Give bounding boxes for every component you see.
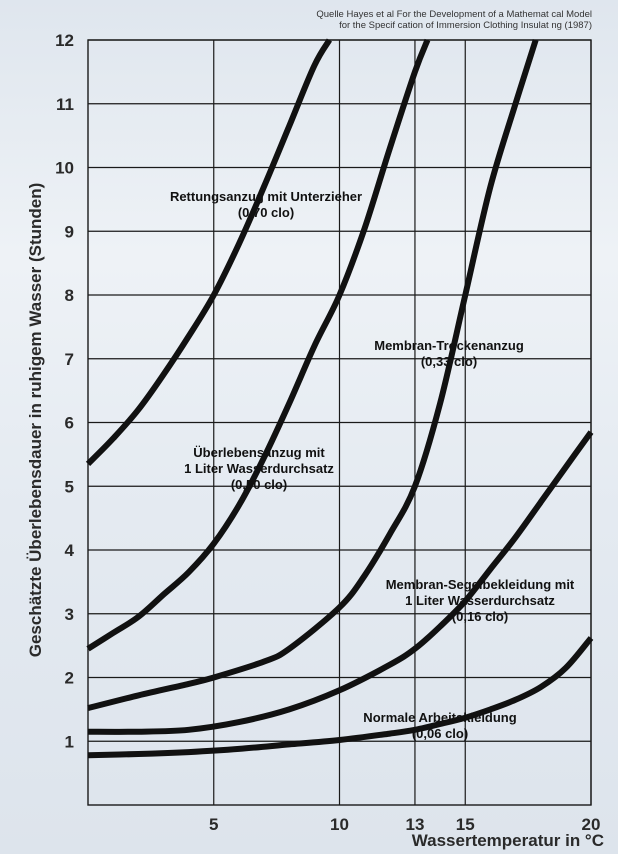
x-tick-label: 13 [405, 815, 424, 834]
source-note-line-1: Quelle Hayes et al For the Development o… [316, 9, 592, 20]
series-annotation-5: Normale Arbeitskleidung (0,06 clo) [363, 710, 516, 742]
series-annotation-line: (0,33 clo) [420, 354, 478, 369]
y-tick-label: 11 [56, 95, 74, 114]
grid-lines [87, 39, 592, 806]
series-annotation-line: Membran-Segelbekleidung mit [385, 577, 575, 592]
x-tick-label: 10 [330, 815, 349, 834]
series-annotation-line: Normale Arbeitskleidung [363, 710, 517, 725]
series-annotation-line: (0,06 clo) [411, 726, 469, 741]
series-annotation-line: (0,50 clo) [230, 477, 288, 492]
series-annotation-line: Rettungsanzug mit Unterzieher [169, 189, 363, 204]
y-tick-label: 4 [65, 541, 75, 560]
series-line-3 [87, 39, 539, 712]
series-line-2 [86, 38, 431, 652]
series-annotation-line: (0,16 clo) [451, 609, 509, 624]
x-tick-label: 15 [456, 815, 475, 834]
series-annotation-line: Überlebensanzug mit [193, 445, 325, 460]
series-annotation-line: 1 Liter Wasserdurchsatz [184, 461, 334, 476]
source-note-line-2: for the Specif cation of Immersion Cloth… [339, 20, 592, 31]
series-curves [85, 38, 594, 759]
series-annotation-line: Membran-Trockenanzug [374, 338, 524, 353]
series-annotation-3: Membran-Trockenanzug (0,33 clo) [374, 338, 524, 370]
series-line-4 [87, 430, 594, 735]
x-tick-label: 5 [209, 815, 218, 834]
series-annotation-4: Membran-Segelbekleidung mit 1 Liter Wasse… [386, 577, 575, 625]
y-tick-label: 6 [65, 414, 74, 433]
y-axis-label: Geschätzte Überlebensdauer in ruhigem Wa… [26, 182, 45, 658]
series-annotation-line: (0,70 clo) [237, 205, 295, 220]
series-annotation-2: Überlebensanzug mit 1 Liter Wasserdurchsa… [184, 445, 334, 493]
y-tick-label: 3 [65, 605, 74, 624]
x-tick-label: 20 [582, 815, 601, 834]
y-tick-label: 10 [55, 159, 74, 178]
y-tick-label: 2 [65, 669, 74, 688]
y-tick-label: 7 [65, 350, 74, 369]
y-tick-label: 9 [65, 222, 74, 241]
series-line-5 [87, 636, 594, 759]
y-tick-label: 1 [65, 732, 74, 751]
y-tick-label: 12 [55, 31, 74, 50]
y-tick-label: 5 [65, 477, 74, 496]
source-note: Quelle Hayes et al For the Development o… [172, 9, 592, 31]
series-line-1 [85, 38, 332, 467]
series-annotation-line: 1 Liter Wasserdurchsatz [405, 593, 555, 608]
series-annotation-1: Rettungsanzug mit Unterzieher (0,70 clo) [170, 189, 362, 221]
x-axis-label: Wassertemperatur in °C [411, 831, 604, 850]
y-tick-label: 8 [65, 286, 74, 305]
